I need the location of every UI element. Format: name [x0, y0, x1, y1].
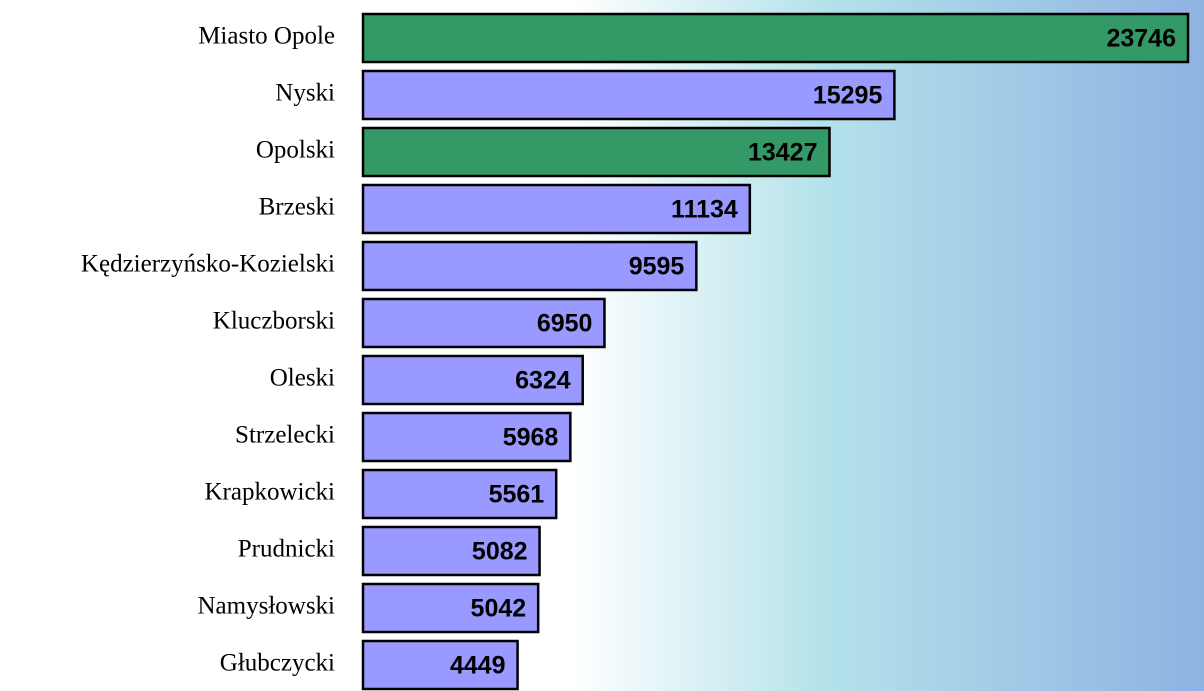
- category-label: Opolski: [256, 137, 335, 164]
- value-label: 13427: [748, 139, 818, 167]
- bar: [361, 69, 896, 121]
- category-label: Strzelecki: [235, 422, 335, 449]
- value-label: 5082: [472, 538, 528, 566]
- value-label: 11134: [671, 196, 738, 224]
- bar: [361, 297, 606, 349]
- bar: [361, 582, 540, 634]
- value-label: 15295: [813, 82, 883, 110]
- category-label: Kluczborski: [213, 308, 335, 335]
- bar: [361, 126, 831, 178]
- bar: [361, 411, 572, 463]
- category-label: Miasto Opole: [198, 23, 335, 50]
- category-label: Nyski: [275, 80, 335, 107]
- value-label: 9595: [629, 253, 685, 281]
- category-label: Brzeski: [259, 194, 335, 221]
- category-label: Prudnicki: [238, 536, 335, 563]
- category-label: Oleski: [270, 365, 335, 392]
- value-label: 5968: [503, 424, 559, 452]
- value-label: 5042: [471, 595, 527, 623]
- category-label: Głubczycki: [220, 650, 335, 677]
- category-label: Namysłowski: [198, 593, 336, 620]
- bar: [361, 639, 519, 691]
- value-label: 23746: [1106, 25, 1176, 53]
- value-label: 6324: [515, 367, 571, 395]
- value-label: 6950: [537, 310, 593, 338]
- category-label: Kędzierzyńsko-Kozielski: [81, 251, 335, 278]
- bar: [361, 240, 698, 292]
- bar: [361, 183, 752, 235]
- bar: [361, 354, 584, 406]
- value-label: 5561: [489, 481, 545, 509]
- category-label: Krapkowicki: [204, 479, 335, 506]
- bar: [361, 468, 558, 520]
- value-label: 4449: [450, 652, 506, 680]
- bar: [361, 12, 1190, 64]
- bar: [361, 525, 541, 577]
